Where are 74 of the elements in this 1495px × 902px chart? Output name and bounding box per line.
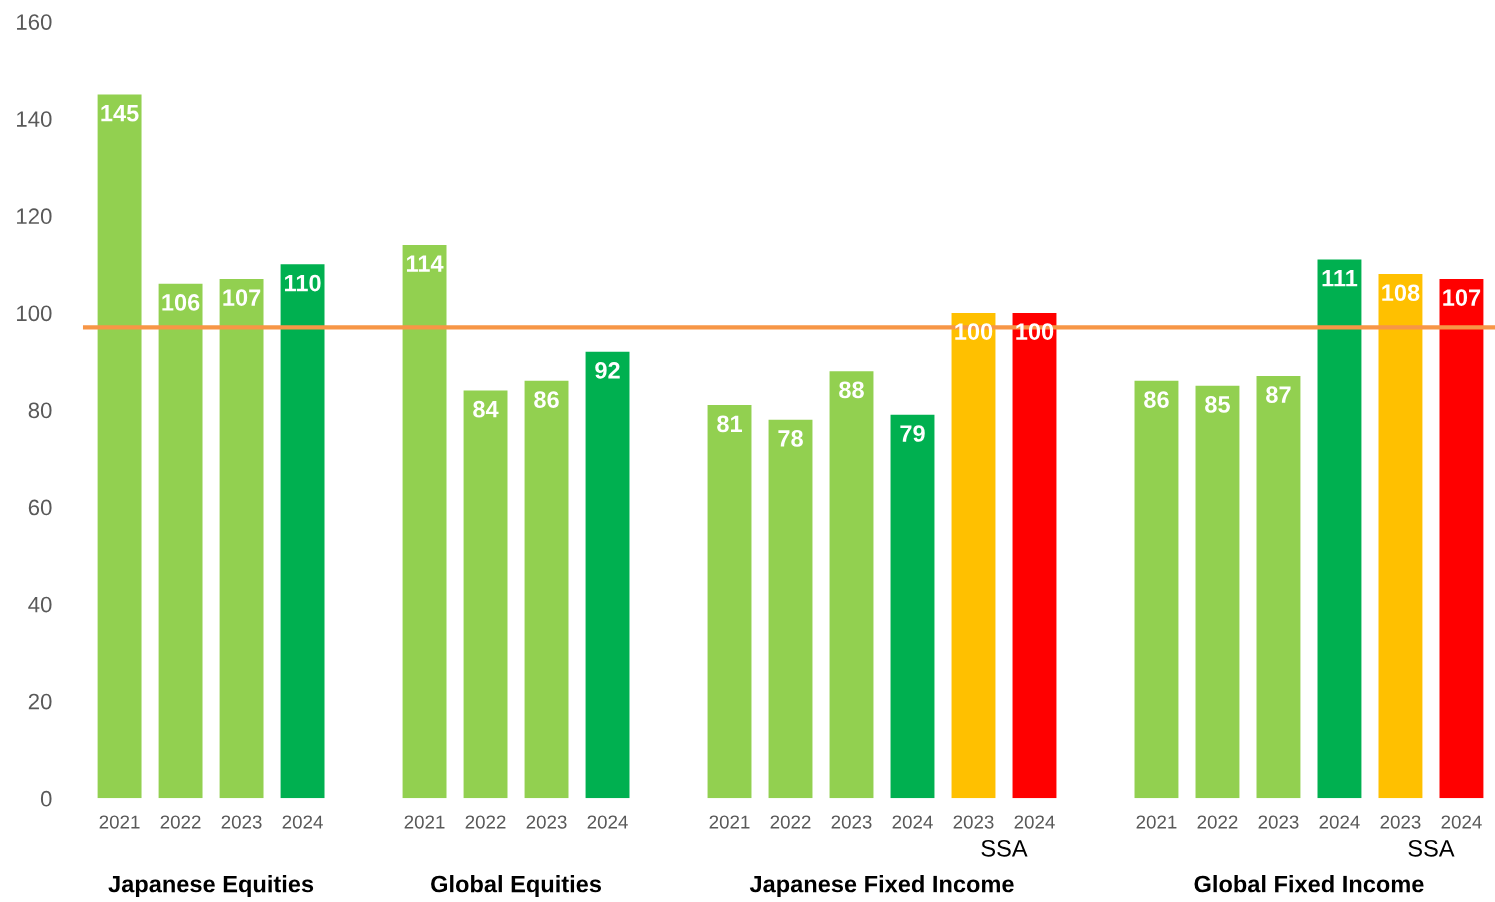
text: Japanese Fixed Income <box>749 875 1014 898</box>
bar <box>951 312 996 799</box>
y-tick-label: 60 <box>28 499 52 516</box>
bar <box>829 371 874 799</box>
data-label: 114 <box>406 255 444 272</box>
x-tick-label: 2024 <box>1319 815 1360 829</box>
x-tick-label: 2023 <box>953 815 994 829</box>
bar <box>97 94 142 799</box>
bar <box>1439 278 1484 799</box>
bar <box>158 283 203 799</box>
data-label: 111 <box>1322 270 1358 287</box>
data-label: 106 <box>162 294 200 311</box>
bar <box>463 390 508 799</box>
bar <box>219 278 264 799</box>
x-tick-label: 2023 <box>526 815 567 829</box>
x-tick-label: 2023 <box>221 815 262 829</box>
bar <box>707 405 752 799</box>
x-tick-label: 2022 <box>465 815 506 829</box>
x-tick-label: 2023 <box>1380 815 1421 829</box>
data-label: 100 <box>955 323 993 340</box>
bar <box>768 419 813 799</box>
y-tick-label: 160 <box>17 14 52 30</box>
bar <box>1256 375 1301 799</box>
data-label: 92 <box>595 362 620 379</box>
text: Japanese Equities <box>108 875 314 898</box>
y-tick-label: 0 <box>40 790 52 807</box>
data-label: 107 <box>1443 289 1481 306</box>
x-tick-label: 2022 <box>1197 815 1238 829</box>
bar <box>1012 312 1057 799</box>
bar <box>585 351 630 799</box>
x-tick-label: 2022 <box>770 815 811 829</box>
y-tick-label: 120 <box>17 208 52 225</box>
y-tick-label: 40 <box>28 596 52 613</box>
text: Global Fixed Income <box>1194 875 1424 893</box>
data-label: 81 <box>717 415 742 433</box>
y-tick-label: 140 <box>17 111 52 127</box>
text: Global Equities <box>431 875 601 898</box>
x-tick-label: 2024 <box>1014 815 1055 829</box>
data-label: 108 <box>1382 284 1420 302</box>
bar <box>1378 274 1423 799</box>
data-label: 84 <box>473 400 499 418</box>
data-label: 88 <box>839 381 864 399</box>
x-tick-label: 2024 <box>587 815 628 829</box>
bar <box>1317 259 1362 799</box>
bar <box>1134 380 1179 799</box>
data-label: 85 <box>1205 396 1230 413</box>
x-tick-label: 2024 <box>892 815 933 829</box>
data-label: 87 <box>1266 386 1291 404</box>
bar <box>280 264 325 799</box>
data-label: 107 <box>223 289 261 306</box>
x-tick-label: 2021 <box>1136 815 1177 829</box>
y-tick-label: 100 <box>17 305 52 322</box>
data-label: 145 <box>101 105 139 122</box>
text: SSA <box>1408 839 1455 857</box>
x-tick-label: 2022 <box>160 815 201 829</box>
x-tick-label: 2021 <box>404 815 445 829</box>
x-tick-label: 2024 <box>282 815 323 829</box>
data-label: 86 <box>1144 391 1169 408</box>
x-tick-label: 2023 <box>1258 815 1299 829</box>
x-tick-label: 2023 <box>831 815 872 829</box>
text: SSA <box>981 839 1028 857</box>
data-label: 86 <box>534 391 559 408</box>
y-tick-label: 80 <box>28 402 52 419</box>
data-label: 78 <box>778 430 803 447</box>
x-tick-label: 2021 <box>709 815 750 829</box>
data-label: 110 <box>284 274 321 292</box>
bar <box>402 244 447 799</box>
x-tick-label: 2024 <box>1441 815 1482 829</box>
x-tick-label: 2021 <box>99 815 140 829</box>
bar <box>890 414 935 799</box>
bar <box>1195 385 1240 799</box>
data-label: 79 <box>900 425 925 442</box>
bar <box>524 380 569 799</box>
y-tick-label: 20 <box>28 693 52 710</box>
